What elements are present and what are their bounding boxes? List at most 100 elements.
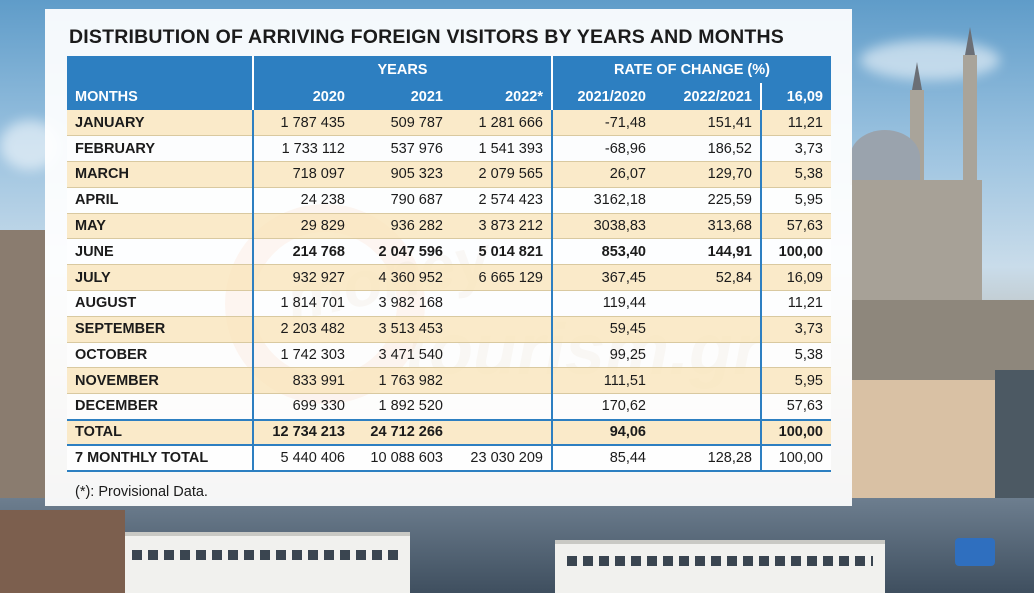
table-cell: 1 814 701 xyxy=(253,291,353,317)
table-cell: 2 203 482 xyxy=(253,316,353,342)
table-cell: 24 238 xyxy=(253,187,353,213)
table-cell: -68,96 xyxy=(552,136,654,162)
table-cell: 170,62 xyxy=(552,394,654,420)
table-cell: 3 873 212 xyxy=(451,213,552,239)
table-cell: 1 281 666 xyxy=(451,110,552,136)
table-cell xyxy=(451,420,552,446)
table-cell: 5 014 821 xyxy=(451,239,552,265)
table-cell: 119,44 xyxy=(552,291,654,317)
table-row: APRIL 24 238 790 687 2 574 423 3162,18 225,59… xyxy=(67,187,831,213)
month-label: JULY xyxy=(67,265,253,291)
table-cell: 3,73 xyxy=(761,136,831,162)
table-cell: 59,45 xyxy=(552,316,654,342)
table-cell: 4 360 952 xyxy=(353,265,451,291)
visitors-table: YEARS RATE OF CHANGE (%) MONTHS 2020 202… xyxy=(67,56,831,472)
table-cell: 509 787 xyxy=(353,110,451,136)
header-2022: 2022* xyxy=(451,83,552,110)
table-cell: 3,73 xyxy=(761,316,831,342)
table-cell: 2 047 596 xyxy=(353,239,451,265)
page-title: DISTRIBUTION OF ARRIVING FOREIGN VISITOR… xyxy=(69,26,784,49)
table-cell: -71,48 xyxy=(552,110,654,136)
table-cell: 3 471 540 xyxy=(353,342,451,368)
table-cell: 5,38 xyxy=(761,162,831,188)
table-cell: 214 768 xyxy=(253,239,353,265)
table-row: DECEMBER 699 330 1 892 520 170,62 57,63 xyxy=(67,394,831,420)
footnote: (*): Provisional Data. xyxy=(75,484,208,500)
month-label: APRIL xyxy=(67,187,253,213)
ferry-windows xyxy=(132,550,398,560)
table-cell: 52,84 xyxy=(654,265,761,291)
table-cell: 85,44 xyxy=(552,445,654,471)
month-label: MAY xyxy=(67,213,253,239)
cloud xyxy=(860,40,1000,80)
bus xyxy=(955,538,995,566)
table-cell: 853,40 xyxy=(552,239,654,265)
table-cell xyxy=(451,342,552,368)
table-cell: 1 541 393 xyxy=(451,136,552,162)
table-cell: 225,59 xyxy=(654,187,761,213)
table-cell: 1 733 112 xyxy=(253,136,353,162)
table-row: JULY 932 927 4 360 952 6 665 129 367,45 52,84… xyxy=(67,265,831,291)
table-cell xyxy=(654,342,761,368)
table-cell: 16,09 xyxy=(761,265,831,291)
table-cell: 905 323 xyxy=(353,162,451,188)
table-cell: 5,95 xyxy=(761,368,831,394)
table-cell xyxy=(654,420,761,446)
table-cell: 12 734 213 xyxy=(253,420,353,446)
table-cell: 29 829 xyxy=(253,213,353,239)
month-label: 7 MONTHLY TOTAL xyxy=(67,445,253,471)
table-row: NOVEMBER 833 991 1 763 982 111,51 5,95 xyxy=(67,368,831,394)
mosque-body xyxy=(852,180,982,300)
dock xyxy=(0,510,125,593)
table-cell: 2 079 565 xyxy=(451,162,552,188)
month-label: MARCH xyxy=(67,162,253,188)
ferry-windows xyxy=(567,556,873,566)
table-cell: 790 687 xyxy=(353,187,451,213)
table-cell: 151,41 xyxy=(654,110,761,136)
table-row: AUGUST 1 814 701 3 982 168 119,44 11,21 xyxy=(67,291,831,317)
table-cell: 313,68 xyxy=(654,213,761,239)
table-cell: 718 097 xyxy=(253,162,353,188)
table-row: JUNE 214 768 2 047 596 5 014 821 853,40 144,9… xyxy=(67,239,831,265)
ferry-boat xyxy=(555,540,885,593)
table-cell xyxy=(451,394,552,420)
table-cell: 6 665 129 xyxy=(451,265,552,291)
table-cell xyxy=(654,368,761,394)
table-cell: 5,95 xyxy=(761,187,831,213)
table-cell: 2 574 423 xyxy=(451,187,552,213)
table-cell: 699 330 xyxy=(253,394,353,420)
table-cell: 3038,83 xyxy=(552,213,654,239)
table-cell: 367,45 xyxy=(552,265,654,291)
city-buildings xyxy=(852,300,1034,380)
table-cell: 57,63 xyxy=(761,394,831,420)
header-months: MONTHS xyxy=(67,83,253,110)
table-cell: 833 991 xyxy=(253,368,353,394)
table-panel: money tourism.gr DISTRIBUTION OF ARRIVIN… xyxy=(45,9,852,506)
header-share: 16,09 xyxy=(761,83,831,110)
table-cell xyxy=(451,368,552,394)
table-cell: 144,91 xyxy=(654,239,761,265)
table-row: MAY 29 829 936 282 3 873 212 3038,83 313,68 57… xyxy=(67,213,831,239)
table-cell: 5 440 406 xyxy=(253,445,353,471)
table-cell: 5,38 xyxy=(761,342,831,368)
table-cell: 1 787 435 xyxy=(253,110,353,136)
table-cell: 94,06 xyxy=(552,420,654,446)
table-cell: 26,07 xyxy=(552,162,654,188)
month-label: DECEMBER xyxy=(67,394,253,420)
header-blank xyxy=(67,56,253,83)
month-label: OCTOBER xyxy=(67,342,253,368)
month-label: TOTAL xyxy=(67,420,253,446)
header-2021-2020: 2021/2020 xyxy=(552,83,654,110)
table-cell: 11,21 xyxy=(761,291,831,317)
table-row: JANUARY 1 787 435 509 787 1 281 666 -71,48 15… xyxy=(67,110,831,136)
table-cell: 1 763 982 xyxy=(353,368,451,394)
table-cell xyxy=(451,291,552,317)
table-cell: 11,21 xyxy=(761,110,831,136)
header-2021: 2021 xyxy=(353,83,451,110)
header-rate-of-change: RATE OF CHANGE (%) xyxy=(552,56,831,83)
table-cell: 100,00 xyxy=(761,420,831,446)
table-cell: 3 982 168 xyxy=(353,291,451,317)
table-cell: 99,25 xyxy=(552,342,654,368)
table-cell: 10 088 603 xyxy=(353,445,451,471)
table-cell xyxy=(654,291,761,317)
